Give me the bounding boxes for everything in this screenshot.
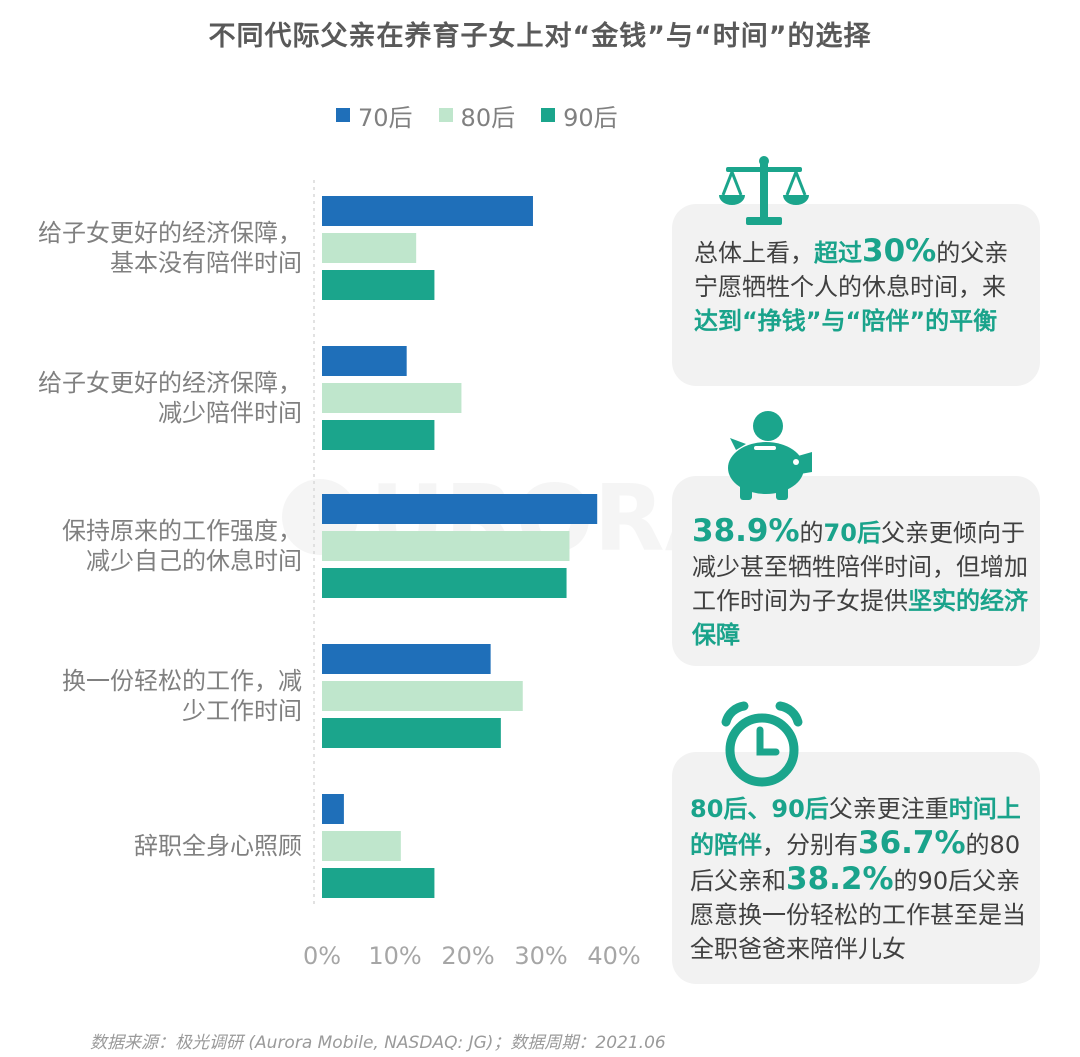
bar-80后-4 [322,831,401,861]
bar-70后-4 [322,794,344,824]
card2-text-3: 70后 [823,519,881,547]
card1-text-1: 总体上看， [694,239,814,267]
legend-label-90: 90后 [563,103,618,132]
card1-text-4: 的父亲宁愿牺牲个人的休息时间，来 [694,239,1009,301]
card3-percent-90: 38.2% [786,861,894,897]
bar-90后-4 [322,868,435,898]
card1-text-5: 达到“挣钱”与“陪伴”的平衡 [694,307,998,335]
chart-title: 不同代际父亲在养育子女上对“金钱”与“时间”的选择 [208,21,872,52]
legend-swatch-80 [438,108,453,122]
category-label: 换一份轻松的工作，减少工作时间 [62,667,302,725]
card2-text-2: 的 [799,519,824,547]
legend-item-70: 70后 [336,98,413,133]
scale-icon [719,156,809,225]
x-tick-label: 10% [368,942,421,970]
bar-90后-3 [322,718,501,748]
card2-percent: 38.9% [692,513,800,549]
data-source-footer: 数据来源：极光调研 (Aurora Mobile, NASDAQ: JG)；数据… [90,1033,666,1053]
category-label: 给子女更好的经济保障，减少陪伴时间 [38,369,302,427]
bar-80后-2 [322,531,570,561]
x-tick-label: 40% [587,942,640,970]
legend-item-90: 90后 [541,98,618,133]
alarm-clock-icon [721,701,803,787]
bar-80后-1 [322,383,462,413]
legend: 70后 80后 90后 [336,98,618,132]
insight-card-3: 80后、90后父亲更注重时间上的陪伴，分别有36.7%的80后父亲和38.2%的… [672,752,1040,984]
card3-percent-80: 36.7% [858,825,966,861]
x-tick-label: 0% [303,942,341,970]
card1-percent: 30% [862,233,937,269]
card3-text-3: 时间上的陪伴 [690,795,1021,859]
bar-70后-0 [322,196,533,226]
card3-text-2: 父亲更注重 [828,795,949,823]
card3-text-4: ，分别有 [762,831,858,859]
bar-70后-1 [322,346,407,376]
piggy-bank-icon [728,411,812,500]
category-label: 保持原来的工作强度，减少自己的休息时间 [62,517,302,575]
bar-90后-1 [322,420,435,450]
bar-70后-3 [322,644,491,674]
bar-80后-0 [322,233,417,263]
legend-swatch-70 [336,108,350,122]
card1-text-2: 超过 [814,239,862,267]
insight-card-2: 38.9%的70后父亲更倾向于减少甚至牺牲陪伴时间，但增加工作时间为子女提供坚实… [672,476,1040,666]
card3-text-8: 的90后父亲愿意换一份轻松的工作甚至是当全职爸爸来陪伴儿女 [690,867,1026,963]
card2-text-5: 坚实的经济保障 [692,587,1028,649]
legend-item-80: 80后 [438,98,516,133]
x-tick-label: 20% [441,942,494,970]
insight-card-1: 总体上看，超过30%的父亲宁愿牺牲个人的休息时间，来达到“挣钱”与“陪伴”的平衡 [672,204,1040,386]
card2-text-4: 父亲更倾向于减少甚至牺牲陪伴时间，但增加工作时间为子女提供 [692,519,1028,615]
bar-80后-3 [322,681,523,711]
card3-text-6: 的80后父亲和 [690,831,1021,895]
x-tick-label: 30% [514,942,567,970]
bar-90后-0 [322,270,435,300]
card3-text-1: 80后、90后 [690,795,829,823]
bar-chart: 给子女更好的经济保障，基本没有陪伴时间给子女更好的经济保障，减少陪伴时间保持原来… [38,180,641,970]
legend-label-70: 70后 [358,103,413,132]
bar-90后-2 [322,568,567,598]
legend-label-80: 80后 [460,103,516,132]
category-label: 给子女更好的经济保障，基本没有陪伴时间 [38,219,302,277]
category-label: 辞职全身心照顾 [134,832,302,860]
legend-swatch-90 [541,108,556,122]
bar-70后-2 [322,494,598,524]
